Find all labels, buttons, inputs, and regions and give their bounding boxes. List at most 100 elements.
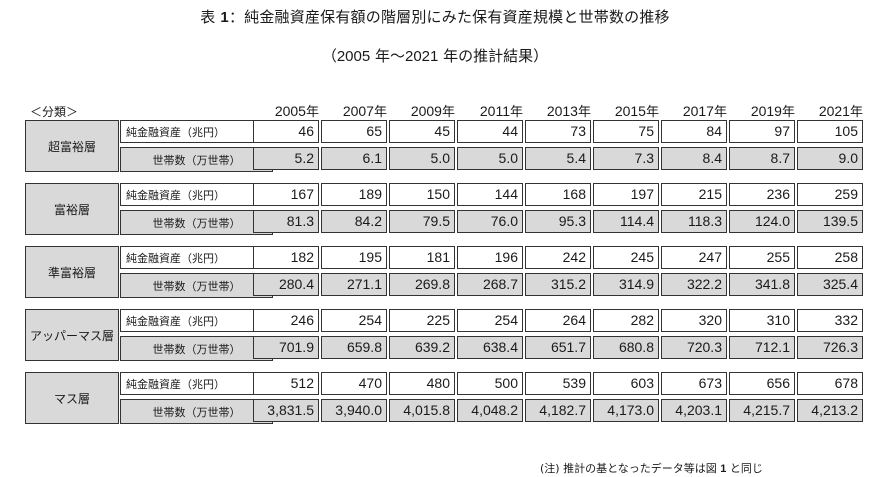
year-header: 2011年	[457, 101, 523, 120]
cell-assets: 656	[729, 372, 795, 395]
year-header: 2005年	[253, 101, 319, 120]
title-prefix: 表	[200, 8, 216, 26]
cell-households: 84.2	[321, 210, 387, 233]
table-group: アッパーマス層 純金融資産（兆円） 世帯数（万世帯） 246 254 225 254 264 2…	[25, 309, 863, 361]
cell-assets: 258	[797, 246, 863, 269]
footnote-prefix: (注) 推計の基となったデータ等は図	[540, 462, 721, 475]
cell-households: 341.8	[729, 273, 795, 296]
cell-households: 269.8	[389, 273, 455, 296]
year-suffix: 年	[373, 105, 387, 120]
subtitle-mid: 年～	[370, 47, 405, 65]
cell-assets: 500	[457, 372, 523, 395]
cell-assets: 73	[525, 120, 591, 143]
year-suffix: 年	[849, 105, 863, 120]
year-header: 2019年	[729, 101, 795, 120]
cell-assets: 245	[593, 246, 659, 269]
cell-assets: 236	[729, 183, 795, 206]
year-number: 2021	[818, 103, 850, 119]
cell-households: 680.8	[593, 336, 659, 359]
cell-assets: 512	[253, 372, 319, 395]
cell-households: 314.9	[593, 273, 659, 296]
year-number: 2017	[682, 103, 714, 119]
cell-households: 7.3	[593, 147, 659, 170]
cell-assets: 282	[593, 309, 659, 332]
cell-households: 118.3	[661, 210, 727, 233]
cell-assets: 254	[321, 309, 387, 332]
cell-households: 124.0	[729, 210, 795, 233]
cell-households: 268.7	[457, 273, 523, 296]
cell-assets: 196	[457, 246, 523, 269]
cell-households: 638.4	[457, 336, 523, 359]
cell-households: 4,215.7	[729, 399, 795, 422]
category-header: ＜分類＞	[30, 105, 79, 119]
year-suffix: 年	[713, 105, 727, 120]
cell-assets: 242	[525, 246, 591, 269]
year-suffix: 年	[645, 105, 659, 120]
table-title: 表 1：純金融資産保有額の階層別にみた保有資産規模と世帯数の推移	[0, 6, 870, 27]
cell-assets: 264	[525, 309, 591, 332]
cell-households: 280.4	[253, 273, 319, 296]
cell-households: 4,203.1	[661, 399, 727, 422]
year-header: 2021年	[797, 101, 863, 120]
year-number: 2019	[750, 103, 782, 119]
year-suffix: 年	[781, 105, 795, 120]
subtitle-start-year: 2005	[336, 48, 371, 65]
year-suffix: 年	[509, 105, 523, 120]
subtitle-open: （	[321, 47, 337, 65]
cell-assets: 332	[797, 309, 863, 332]
cell-households: 3,831.5	[253, 399, 319, 422]
cell-households: 659.8	[321, 336, 387, 359]
cell-households: 325.4	[797, 273, 863, 296]
cell-assets: 167	[253, 183, 319, 206]
table-group: マス層 純金融資産（兆円） 世帯数（万世帯） 512 470 480 500 539 603 67…	[25, 372, 863, 424]
cell-households: 76.0	[457, 210, 523, 233]
cell-assets: 320	[661, 309, 727, 332]
table-subtitle: （2005 年～2021 年の推計結果）	[0, 45, 870, 66]
year-number: 2005	[274, 103, 306, 119]
row-label-households: 世帯数（万世帯）	[120, 210, 273, 235]
row-label-assets: 純金融資産（兆円）	[120, 246, 271, 269]
cell-assets: 225	[389, 309, 455, 332]
group-label: 超富裕層	[25, 120, 119, 172]
cell-assets: 105	[797, 120, 863, 143]
cell-households: 726.3	[797, 336, 863, 359]
cell-households: 701.9	[253, 336, 319, 359]
group-label: 富裕層	[25, 183, 119, 235]
year-number: 2011	[479, 103, 510, 119]
title-number: 1	[220, 9, 229, 26]
group-label: 準富裕層	[25, 246, 119, 298]
footnote-figure-number: 1	[720, 463, 727, 475]
group-label: アッパーマス層	[25, 309, 119, 361]
cell-assets: 247	[661, 246, 727, 269]
cell-households: 8.4	[661, 147, 727, 170]
year-header: 2009年	[389, 101, 455, 120]
year-number: 2007	[342, 103, 374, 119]
cell-households: 4,015.8	[389, 399, 455, 422]
cell-assets: 168	[525, 183, 591, 206]
year-header: 2017年	[661, 101, 727, 120]
row-label-assets: 純金融資産（兆円）	[120, 309, 271, 332]
cell-assets: 150	[389, 183, 455, 206]
cell-assets: 678	[797, 372, 863, 395]
table-group: 超富裕層 純金融資産（兆円） 世帯数（万世帯） 46 65 45 44 73 75 84 97 105…	[25, 120, 863, 172]
title-text: ：純金融資産保有額の階層別にみた保有資産規模と世帯数の推移	[228, 8, 670, 26]
cell-assets: 97	[729, 120, 795, 143]
cell-assets: 84	[661, 120, 727, 143]
year-number: 2015	[614, 103, 646, 119]
cell-households: 720.3	[661, 336, 727, 359]
cell-assets: 480	[389, 372, 455, 395]
cell-assets: 144	[457, 183, 523, 206]
year-suffix: 年	[577, 105, 591, 120]
cell-households: 79.5	[389, 210, 455, 233]
year-number: 2009	[410, 103, 442, 119]
cell-assets: 215	[661, 183, 727, 206]
cell-households: 3,940.0	[321, 399, 387, 422]
cell-households: 6.1	[321, 147, 387, 170]
cell-households: 5.4	[525, 147, 591, 170]
cell-assets: 46	[253, 120, 319, 143]
row-label-households: 世帯数（万世帯）	[120, 336, 273, 361]
row-label-assets: 純金融資産（兆円）	[120, 120, 271, 143]
table-group: 富裕層 純金融資産（兆円） 世帯数（万世帯） 167 189 150 144 168 197 21…	[25, 183, 863, 235]
cell-households: 322.2	[661, 273, 727, 296]
cell-households: 4,182.7	[525, 399, 591, 422]
